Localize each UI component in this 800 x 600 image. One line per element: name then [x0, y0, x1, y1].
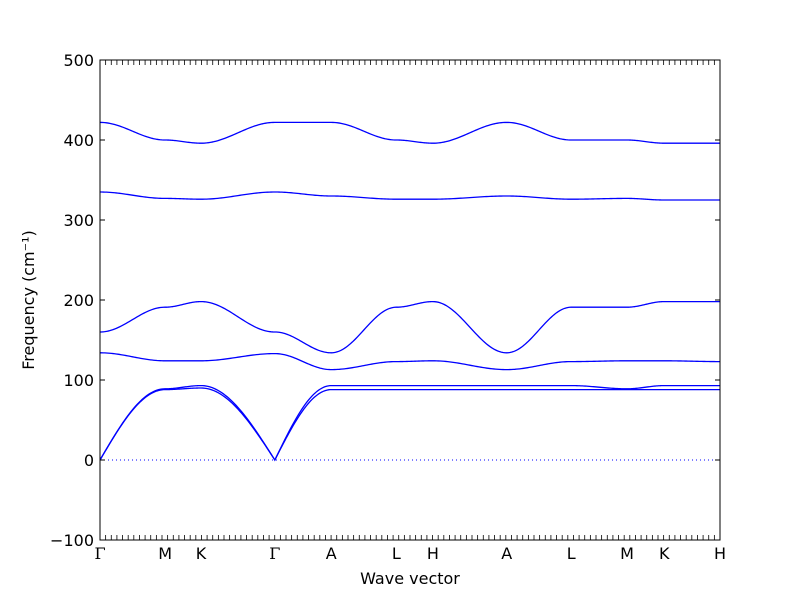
band-line-5: [99, 191, 720, 201]
x-tick-label: A: [501, 544, 512, 563]
x-tick-label: Γ: [269, 544, 280, 563]
x-tick-label: Γ: [94, 544, 105, 563]
minor-x-ticks: [99, 60, 721, 540]
x-tick-label: H: [714, 544, 726, 563]
x-tick-label: K: [196, 544, 207, 563]
x-tick-label: A: [326, 544, 337, 563]
x-axis-label: Wave vector: [360, 569, 460, 588]
x-tick-label: H: [427, 544, 439, 563]
y-tick-label: −100: [50, 531, 94, 550]
x-tick-label: L: [567, 544, 576, 563]
y-tick-label: 100: [63, 371, 94, 390]
y-tick-label: 300: [63, 211, 94, 230]
band-line-4: [99, 300, 720, 354]
y-axis-label: Frequency (cm⁻¹): [19, 230, 38, 369]
y-axis: −100 0 100 200 300 400 500: [50, 51, 720, 550]
plot-frame: [99, 59, 721, 541]
y-tick-label: 200: [63, 291, 94, 310]
series-layer: [99, 121, 720, 462]
x-tick-label: M: [158, 544, 172, 563]
x-tick-label: M: [620, 544, 634, 563]
x-tick-label: L: [392, 544, 401, 563]
band-line-6: [99, 121, 720, 144]
x-tick-label: K: [659, 544, 670, 563]
y-tick-label: 500: [63, 51, 94, 70]
band-line-1: [99, 387, 720, 462]
band-line-2: [99, 384, 720, 462]
y-tick-label: 400: [63, 131, 94, 150]
y-tick-label: 0: [84, 451, 94, 470]
band-line-3: [99, 352, 720, 371]
